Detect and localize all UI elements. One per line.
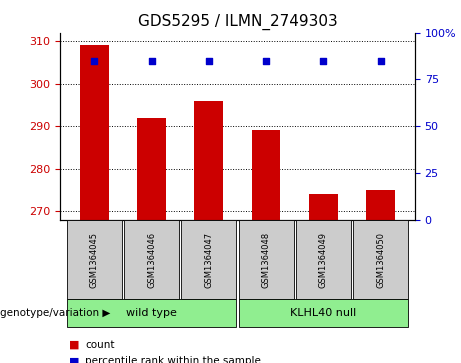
Text: wild type: wild type xyxy=(126,308,177,318)
Bar xyxy=(195,101,223,220)
Text: ■: ■ xyxy=(69,356,80,363)
Text: GSM1364048: GSM1364048 xyxy=(261,232,271,287)
Text: GSM1364047: GSM1364047 xyxy=(204,232,213,287)
Text: count: count xyxy=(85,340,115,350)
Bar xyxy=(67,299,236,327)
Point xyxy=(148,58,155,64)
Point xyxy=(319,58,327,64)
Point xyxy=(205,58,213,64)
Point xyxy=(377,58,384,64)
Bar xyxy=(124,220,179,299)
Text: KLHL40 null: KLHL40 null xyxy=(290,308,356,318)
Bar xyxy=(80,45,109,220)
Bar xyxy=(137,118,166,220)
Text: GSM1364045: GSM1364045 xyxy=(90,232,99,287)
Bar xyxy=(238,220,294,299)
Bar xyxy=(67,220,122,299)
Bar xyxy=(181,220,236,299)
Bar xyxy=(296,220,351,299)
Text: genotype/variation ▶: genotype/variation ▶ xyxy=(0,308,110,318)
Bar xyxy=(238,299,408,327)
Point xyxy=(91,58,98,64)
Text: GSM1364050: GSM1364050 xyxy=(376,232,385,287)
Text: GSM1364049: GSM1364049 xyxy=(319,232,328,287)
Bar xyxy=(309,194,337,220)
Bar xyxy=(252,130,280,220)
Bar xyxy=(366,190,395,220)
Text: ■: ■ xyxy=(69,340,80,350)
Point xyxy=(262,58,270,64)
Text: percentile rank within the sample: percentile rank within the sample xyxy=(85,356,261,363)
Title: GDS5295 / ILMN_2749303: GDS5295 / ILMN_2749303 xyxy=(137,14,337,30)
Text: GSM1364046: GSM1364046 xyxy=(147,232,156,287)
Bar xyxy=(353,220,408,299)
